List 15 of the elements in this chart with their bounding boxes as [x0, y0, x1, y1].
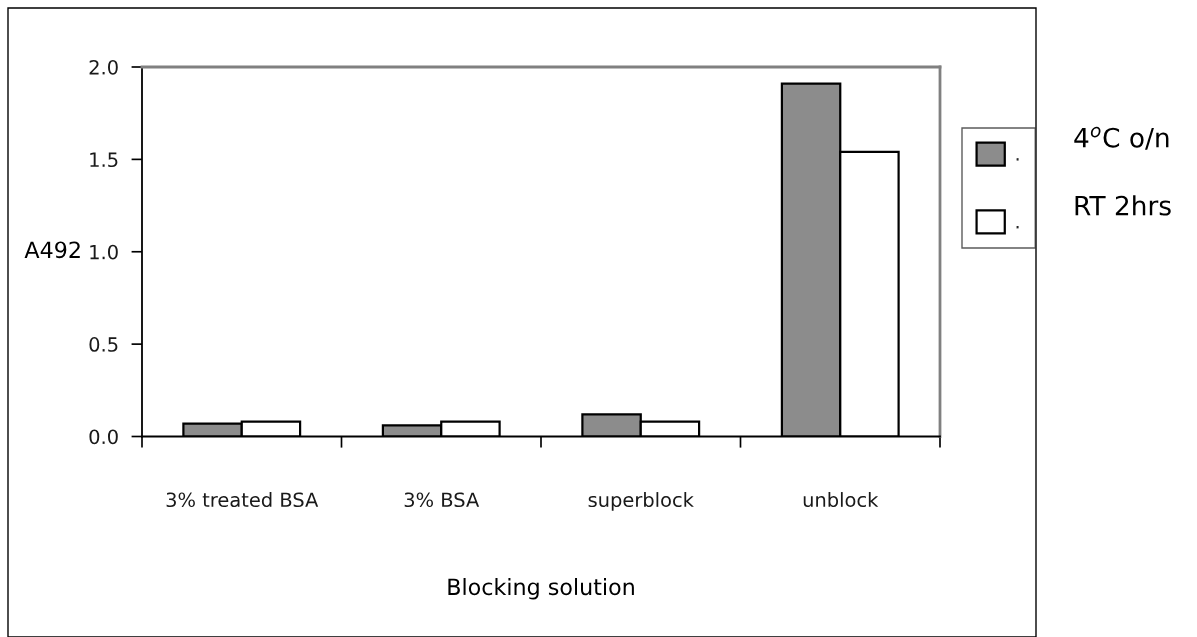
x-tick-label: unblock: [803, 492, 879, 508]
y-tick-label: 0.0: [89, 429, 118, 445]
text: 4$^{o}$C o/n: [1074, 126, 1169, 150]
x-axis-title: Blocking solution: [448, 578, 634, 600]
y-tick-label: 2.0: [89, 59, 118, 75]
legend-label: .: [1016, 225, 1019, 229]
y-tick-label: 1.5: [90, 152, 118, 168]
y-tick-label: 1.0: [90, 244, 118, 260]
legend-label: .: [1016, 158, 1019, 161]
x-tick-label: superblock: [588, 492, 694, 511]
x-tick-label: 3% BSA: [404, 492, 480, 508]
y-tick-label: 0.5: [89, 337, 118, 352]
x-tick-label: 3% treated BSA: [166, 492, 319, 508]
text: RT 2hrs: [1075, 195, 1171, 216]
y-axis-title: A492: [24, 241, 80, 259]
